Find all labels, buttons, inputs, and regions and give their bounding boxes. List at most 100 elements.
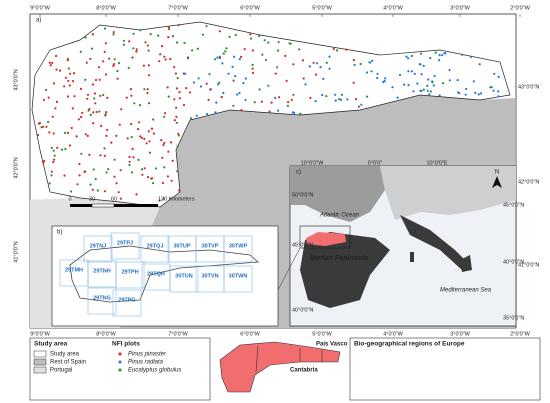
nfi-plot xyxy=(418,63,421,66)
nfi-plot xyxy=(232,79,235,82)
nfi-plot xyxy=(231,65,234,68)
nfi-plot xyxy=(261,53,264,56)
nfi-plot xyxy=(103,27,107,30)
nfi-plot xyxy=(429,56,432,60)
nfi-plot xyxy=(234,75,237,78)
nfi-plot xyxy=(353,63,356,67)
nfi-plot xyxy=(376,76,379,80)
nfi-plot xyxy=(163,55,166,58)
nfi-plot xyxy=(48,131,51,134)
nfi-plot xyxy=(113,175,116,178)
nfi-plot xyxy=(243,48,246,51)
nfi-plot xyxy=(407,70,410,73)
nfi-plot xyxy=(314,100,317,103)
nfi-plot xyxy=(177,24,180,27)
nfi-plot xyxy=(185,87,188,90)
nfi-plot xyxy=(160,139,163,142)
nfi-plot xyxy=(86,93,90,96)
nfi-plot xyxy=(240,55,243,59)
nfi-plot xyxy=(366,95,369,98)
nfi-plot xyxy=(340,93,344,96)
nfi-plot xyxy=(148,102,151,105)
nfi-plot xyxy=(139,135,142,138)
nfi-plot xyxy=(177,132,180,135)
study-outline xyxy=(69,245,259,303)
nfi-plot xyxy=(147,74,151,77)
nfi-plot xyxy=(71,107,74,110)
nfi-plot xyxy=(89,113,92,116)
nfi-plot xyxy=(405,55,408,58)
nfi-plot xyxy=(89,183,92,186)
nfi-plot xyxy=(497,95,500,98)
nfi-plot xyxy=(70,190,73,193)
nfi-plot xyxy=(325,61,328,64)
nfi-plot xyxy=(178,91,181,94)
nfi-plot xyxy=(113,58,116,61)
scale-bar xyxy=(70,203,158,208)
nfi-plot xyxy=(193,81,196,84)
nfi-plot xyxy=(287,100,290,104)
nfi-plot xyxy=(244,98,247,102)
iberia xyxy=(300,232,390,308)
x-axis-label: 9°0'0"W xyxy=(30,331,50,337)
nfi-plot xyxy=(152,132,155,135)
tile-label: 29TPJ xyxy=(117,240,133,246)
nfi-plot xyxy=(106,128,109,132)
nfi-plot xyxy=(267,84,270,87)
nfi-plot xyxy=(115,182,118,185)
nfi-plot xyxy=(267,41,270,44)
nfi-plot xyxy=(78,174,81,177)
x-axis-label: 3°0'0"W xyxy=(450,5,470,11)
nfi-plot xyxy=(426,84,429,87)
legend-title: NFI plots xyxy=(112,341,140,348)
nfi-plot xyxy=(493,72,496,75)
nfi-plot xyxy=(98,78,101,81)
nfi-plot xyxy=(68,144,71,147)
nfi-plot xyxy=(99,154,102,157)
tile-label: 30TVP xyxy=(202,243,219,249)
nfi-plot xyxy=(370,70,373,73)
nfi-plot xyxy=(232,104,235,107)
nfi-plot xyxy=(162,197,165,200)
nfi-plot xyxy=(103,147,106,150)
nfi-plot xyxy=(118,123,121,126)
nfi-plot xyxy=(234,33,237,37)
nfi-plot xyxy=(298,48,301,51)
nfi-plot xyxy=(328,55,331,58)
nfi-plot xyxy=(383,80,386,83)
nfi-plot xyxy=(325,95,328,98)
nfi-plot xyxy=(90,47,94,50)
nfi-plot xyxy=(345,48,348,51)
nfi-plot xyxy=(55,100,59,103)
nfi-plot xyxy=(355,98,358,101)
panel-b xyxy=(51,225,279,327)
legend-dot xyxy=(118,360,122,364)
nfi-plot xyxy=(66,95,70,98)
nfi-plot xyxy=(147,49,150,52)
nfi-plot xyxy=(130,94,133,97)
nfi-plot xyxy=(93,92,97,95)
nfi-plot xyxy=(260,100,263,103)
nfi-plot xyxy=(173,98,176,101)
nfi-plot xyxy=(104,114,107,117)
nfi-plot xyxy=(91,33,94,36)
nfi-plot xyxy=(177,134,180,137)
nfi-plot xyxy=(106,96,109,99)
nfi-plot xyxy=(176,145,179,148)
nfi-plot xyxy=(135,48,138,51)
nfi-plot xyxy=(276,109,280,112)
nfi-plot xyxy=(173,119,176,122)
nfi-plot xyxy=(464,93,467,96)
tile-box xyxy=(87,287,117,315)
nfi-plot xyxy=(448,69,451,72)
scale-label: 120 Kilometers xyxy=(158,196,195,202)
nfi-plot xyxy=(458,92,461,95)
nfi-plot xyxy=(233,55,236,58)
x-axis-label: 5°0'0"W xyxy=(312,5,332,11)
nfi-plot xyxy=(83,170,86,173)
tile-box xyxy=(169,265,199,293)
tile-box xyxy=(223,265,253,293)
nfi-plot xyxy=(175,121,178,124)
nfi-plot xyxy=(357,105,360,108)
nfi-plot xyxy=(117,191,120,194)
